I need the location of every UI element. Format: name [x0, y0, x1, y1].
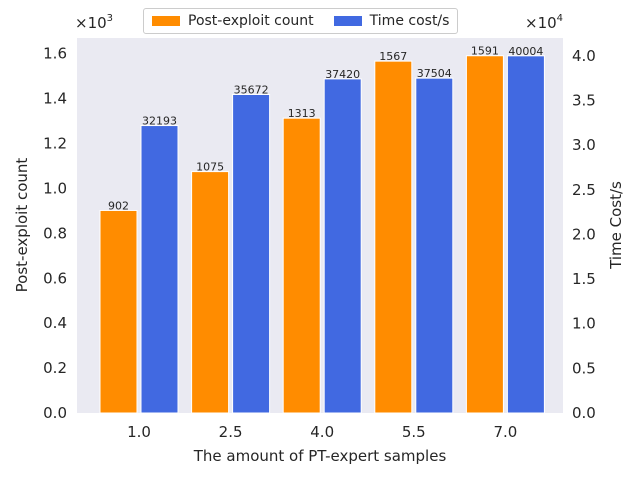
bar-post-exploit-4.0 — [282, 117, 321, 414]
legend-label-time-cost: Time cost/s — [369, 13, 450, 29]
left-tick-label-0.0: 0.0 — [43, 404, 67, 422]
left-tick-label-1.2: 1.2 — [43, 135, 67, 153]
bar-post-exploit-1.0 — [99, 209, 138, 414]
data-label-post-exploit-7.0: 1591 — [471, 45, 499, 58]
data-label-post-exploit-4.0: 1313 — [288, 107, 316, 120]
bar-time-cost-5.5 — [415, 77, 454, 414]
right-tick-label-1.0: 1.0 — [572, 315, 596, 333]
bar-post-exploit-7.0 — [465, 55, 504, 414]
legend-item-post-exploit: Post-exploit count — [152, 13, 314, 29]
right-tick-label-2.0: 2.0 — [572, 225, 596, 243]
right-tick-label-1.5: 1.5 — [572, 270, 596, 288]
data-label-time-cost-4.0: 37420 — [325, 68, 360, 81]
left-tick-label-1.4: 1.4 — [43, 90, 67, 108]
right-tick-label-4.0: 4.0 — [572, 47, 596, 65]
left-tick-label-1.6: 1.6 — [43, 45, 67, 63]
data-label-post-exploit-2.5: 1075 — [196, 161, 224, 174]
bar-post-exploit-2.5 — [191, 171, 230, 414]
right-tick-label-0.0: 0.0 — [572, 404, 596, 422]
bar-time-cost-7.0 — [506, 55, 545, 414]
data-label-time-cost-2.5: 35672 — [234, 84, 269, 97]
right-tick-label-3.5: 3.5 — [572, 92, 596, 110]
legend-swatch-post-exploit — [152, 16, 180, 26]
right-tick-label-0.5: 0.5 — [572, 359, 596, 377]
legend-label-post-exploit: Post-exploit count — [188, 13, 314, 29]
right-axis-title: Time Cost/s — [607, 181, 625, 270]
left-axis-offset-text: ×103 — [75, 13, 113, 32]
bar-time-cost-2.5 — [232, 94, 271, 414]
left-tick-label-0.4: 0.4 — [43, 314, 67, 332]
x-tick-label-4.0: 4.0 — [310, 423, 334, 441]
x-axis-title: The amount of PT-expert samples — [193, 447, 447, 465]
chart-legend: Post-exploit count Time cost/s — [143, 8, 459, 34]
x-tick-label-5.5: 5.5 — [402, 423, 426, 441]
data-label-post-exploit-5.5: 1567 — [379, 50, 407, 63]
bar-time-cost-4.0 — [323, 78, 362, 414]
legend-swatch-time-cost — [333, 16, 362, 26]
data-label-time-cost-5.5: 37504 — [417, 67, 452, 80]
left-tick-label-1.0: 1.0 — [43, 179, 67, 197]
left-axis-title: Post-exploit count — [13, 158, 31, 293]
left-tick-label-0.8: 0.8 — [43, 224, 67, 242]
legend-item-time-cost: Time cost/s — [333, 13, 450, 29]
bar-time-cost-1.0 — [140, 125, 179, 414]
right-axis-offset-text: ×104 — [525, 13, 563, 32]
right-tick-label-2.5: 2.5 — [572, 181, 596, 199]
x-tick-label-1.0: 1.0 — [127, 423, 151, 441]
data-label-post-exploit-1.0: 902 — [108, 199, 129, 212]
data-label-time-cost-1.0: 32193 — [142, 115, 177, 128]
left-tick-label-0.2: 0.2 — [43, 359, 67, 377]
x-tick-label-7.0: 7.0 — [493, 423, 517, 441]
data-label-time-cost-7.0: 40004 — [508, 45, 543, 58]
left-tick-label-0.6: 0.6 — [43, 269, 67, 287]
right-tick-label-3.0: 3.0 — [572, 136, 596, 154]
x-tick-label-2.5: 2.5 — [219, 423, 243, 441]
bar-post-exploit-5.5 — [374, 60, 413, 414]
